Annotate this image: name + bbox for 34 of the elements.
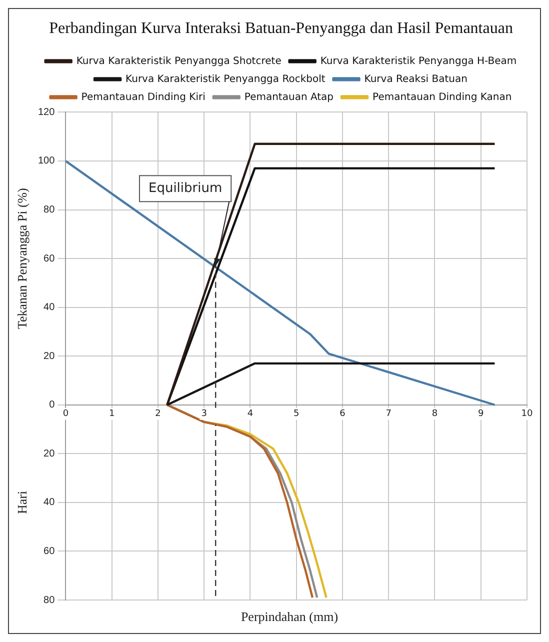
legend-label: Pemantauan Atap [244, 92, 334, 103]
legend-label: Kurva Karakteristik Penyangga H-Beam [320, 56, 517, 67]
legend-label: Pemantauan Dinding Kanan [372, 92, 512, 103]
y-tick-label: 100 [38, 156, 56, 167]
y-tick-label: 40 [44, 302, 56, 314]
x-tick-label: 5 [293, 409, 300, 420]
x-tick-label: 9 [478, 409, 484, 420]
x-tick-label: 10 [521, 409, 533, 420]
y-tick-label: 40 [44, 497, 56, 508]
y-tick-label: 0 [49, 400, 56, 411]
x-tick-label: 7 [386, 409, 392, 420]
y-tick-label: 20 [44, 448, 56, 460]
y-tick-label: 60 [44, 253, 56, 264]
x-tick-label: 3 [201, 409, 207, 420]
x-tick-label: 1 [108, 409, 115, 420]
annotation: Equilibrium [148, 180, 222, 196]
text: Hari [14, 490, 30, 514]
y-tick-label: 80 [44, 204, 56, 216]
legend-label: Kurva Reaksi Batuan [364, 74, 468, 85]
x-tick-label: 8 [432, 409, 438, 420]
x-tick-label: 4 [247, 409, 254, 420]
legend-label: Kurva Karakteristik Penyangga Shotcrete [76, 56, 282, 67]
x-tick-label: 2 [155, 409, 161, 420]
x-axis-title: Perpindahan (mm) [240, 609, 340, 626]
legend-label: Kurva Karakteristik Penyangga Rockbolt [126, 74, 326, 85]
legend-label: Pemantauan Dinding Kiri [81, 92, 206, 103]
x-tick-label: 0 [62, 409, 69, 420]
y-tick-label: 20 [44, 350, 56, 362]
y-tick-label: 80 [44, 594, 56, 606]
chart-title: Perbandingan Kurva Interaksi Batuan-Penyangga dan Hasil Pemantauan [49, 20, 513, 37]
y-tick-label: 120 [38, 106, 56, 118]
y-axis-title: Tekanan Penyangga Pi (%) [14, 188, 30, 330]
y-tick-label: 60 [44, 546, 56, 557]
x-tick-label: 6 [340, 409, 346, 420]
